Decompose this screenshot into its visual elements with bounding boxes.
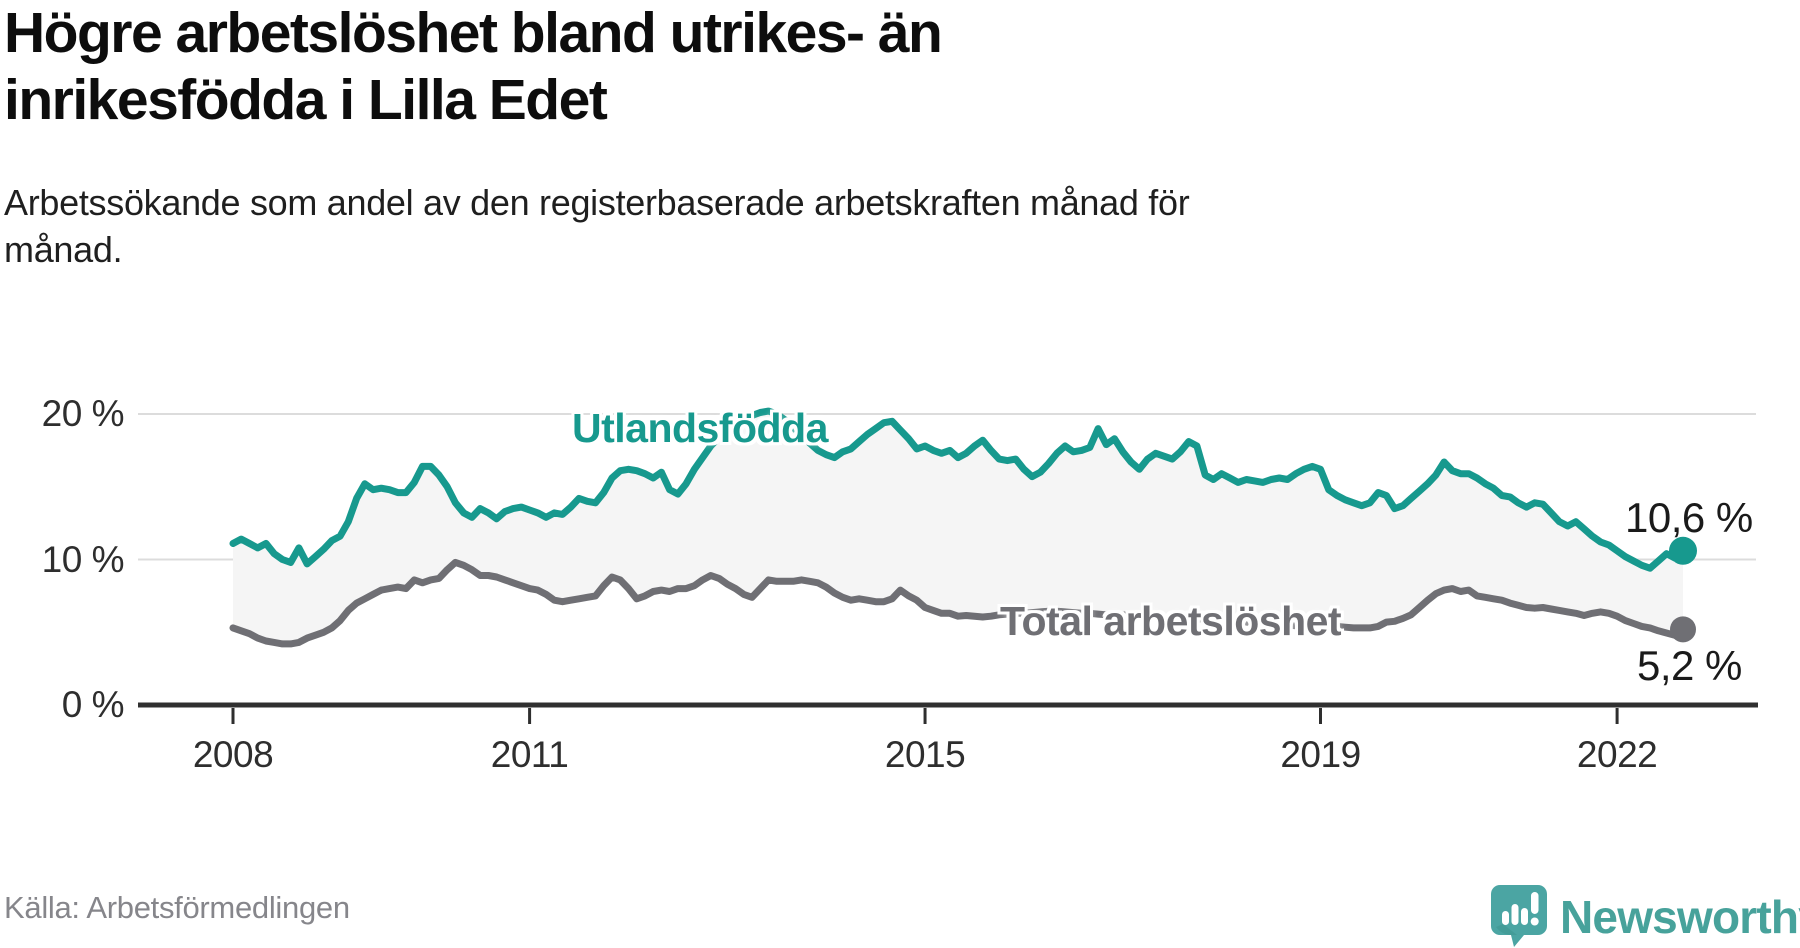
end-value-label-utlandsfodda: 10,6 % [1625,494,1753,541]
x-tick-label-2022: 2022 [1576,734,1658,775]
newsworthy-logo-text: Newsworthy [1560,891,1800,943]
x-axis-tick-marks [231,708,1619,724]
y-tick-label-10: 10 % [41,538,125,580]
subtitle-line-2: månad. [4,228,123,270]
line-total-arbetsloshet [229,558,1687,648]
title-line-1: Högre arbetslöshet bland utrikes- än [4,1,943,65]
series-label-total-arbetsloshet: Total arbetslöshet [1000,598,1342,644]
end-dot-utlandsfodda [1669,536,1697,565]
newsworthy-logo-icon [1491,885,1547,947]
x-tick-label-2008: 2008 [192,734,274,775]
subtitle-line-1: Arbetssökande som andel av den registerb… [4,182,1190,223]
chart-title: Högre arbetslöshet bland utrikes- än inr… [4,0,1324,133]
y-tick-label-0: 0 % [61,684,125,725]
x-tick-label-2011: 2011 [490,734,569,775]
series-label-utlandsfodda: Utlandsfödda [572,405,828,451]
chart-subtitle: Arbetssökande som andel av den registerb… [4,180,1504,274]
end-value-label-total: 5,2 % [1637,642,1742,689]
newsworthy-branding: Newsworthy [1490,884,1800,948]
x-tick-label-2019: 2019 [1280,734,1361,775]
y-tick-label-20: 20 % [41,393,125,434]
x-tick-label-2015: 2015 [884,734,966,775]
title-line-2: inrikesfödda i Lilla Edet [4,67,608,132]
source-note: Källa: Arbetsförmedlingen [4,890,350,925]
end-dot-total [1670,616,1696,643]
line-utlandsfodda [229,407,1687,572]
area-between-series [233,411,1683,644]
